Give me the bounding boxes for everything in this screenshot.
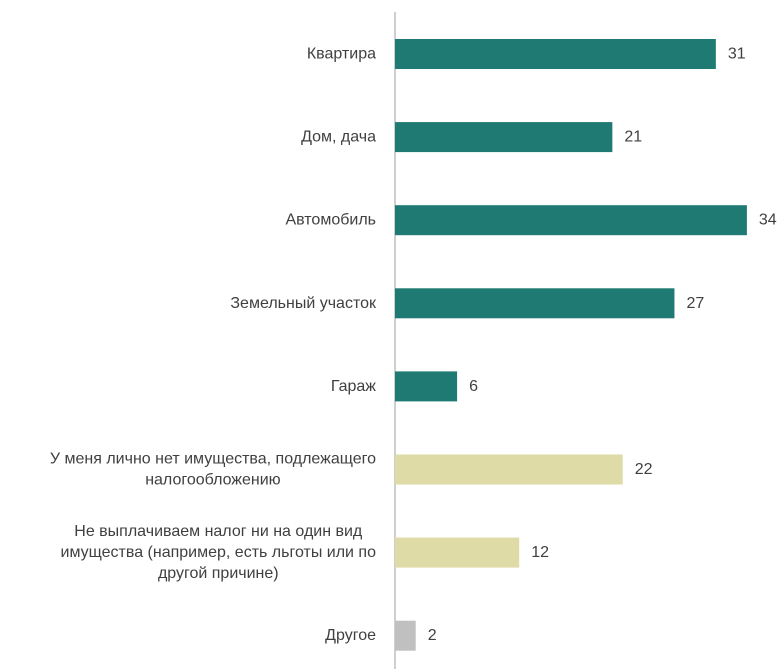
category-label-1: Дом, дача xyxy=(301,129,376,146)
value-label-0: 31 xyxy=(728,46,746,63)
bar-3 xyxy=(395,288,675,319)
bar-7 xyxy=(395,620,416,651)
category-label-7: Другое xyxy=(325,627,376,644)
bar-2 xyxy=(395,205,747,236)
value-label-6: 12 xyxy=(531,544,549,561)
bar-4 xyxy=(395,371,458,402)
category-label-5: У меня лично нет имущества, подлежащего н… xyxy=(50,451,376,489)
category-label-6: Не выплачиваем налог ни на один вид имуще… xyxy=(61,523,377,582)
value-label-4: 6 xyxy=(469,378,478,395)
category-label-2: Автомобиль xyxy=(285,212,376,229)
bar-0 xyxy=(395,39,716,69)
category-label-4: Гараж xyxy=(331,378,376,395)
value-label-7: 2 xyxy=(428,627,437,644)
bars xyxy=(395,39,747,651)
value-label-3: 27 xyxy=(686,295,704,312)
value-labels: 31 21 34 27 6 22 12 2 xyxy=(428,46,777,645)
value-label-2: 34 xyxy=(759,212,777,229)
value-label-5: 22 xyxy=(635,461,653,478)
category-label-0: Квартира xyxy=(307,46,376,63)
bar-1 xyxy=(395,122,613,153)
bar-6 xyxy=(395,537,520,568)
bar-5 xyxy=(395,454,623,485)
category-labels: Квартира Дом, дача Автомобиль Земельный уча… xyxy=(50,46,377,645)
category-label-3: Земельный участок xyxy=(230,295,377,312)
value-label-1: 21 xyxy=(624,129,642,146)
